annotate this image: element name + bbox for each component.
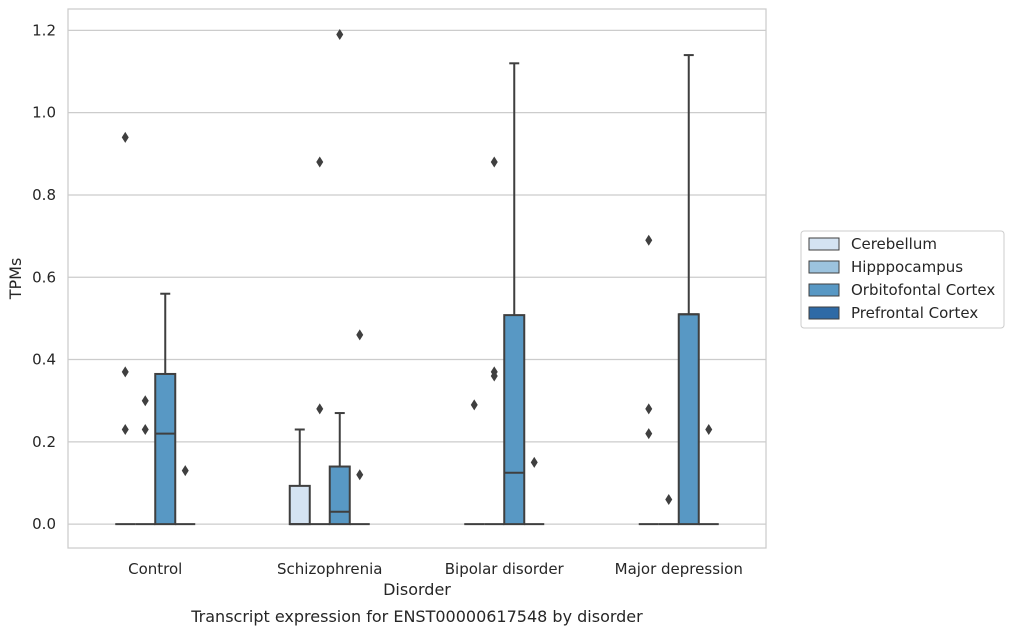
outlier-point	[141, 395, 149, 407]
outlier-point	[356, 329, 364, 341]
box	[154, 372, 177, 526]
outlier-point	[645, 403, 653, 415]
y-tick-label: 1.0	[32, 104, 56, 122]
box-group	[658, 493, 679, 526]
outlier-point	[470, 399, 478, 411]
box	[503, 314, 526, 526]
box-marks	[115, 29, 719, 526]
y-tick-label: 0.4	[32, 351, 56, 369]
box-group	[464, 399, 485, 526]
legend-swatch	[808, 306, 840, 320]
legend-label: Cerebellum	[851, 235, 937, 253]
outlier-point	[490, 370, 498, 382]
box-group	[677, 54, 700, 526]
legend: Cerebellum Hipppocampus Orbitofontal Corte…	[800, 230, 1005, 329]
x-tick-label: Control	[128, 560, 182, 578]
legend-label: Hipppocampus	[851, 258, 963, 276]
legend-swatch	[808, 237, 840, 251]
box-group	[503, 62, 526, 526]
outlier-point	[316, 403, 324, 415]
box	[677, 313, 700, 526]
chart-caption: Transcript expression for ENST0000061754…	[190, 607, 643, 626]
y-tick-label: 0.6	[32, 268, 56, 286]
y-axis-label: TPMs	[6, 258, 25, 301]
outlier-point	[316, 156, 324, 168]
outlier-point	[645, 234, 653, 246]
outlier-point	[121, 131, 129, 143]
box-group	[349, 329, 370, 526]
x-tick-label: Schizophrenia	[277, 560, 382, 578]
legend-frame	[800, 230, 1005, 329]
box-group	[288, 428, 311, 526]
plot-area-frame	[67, 8, 767, 549]
box-group	[328, 29, 351, 526]
box-group	[154, 292, 177, 526]
outlier-point	[141, 424, 149, 436]
box-group	[175, 465, 196, 526]
outlier-point	[705, 424, 713, 436]
box-group	[309, 156, 330, 526]
outlier-point	[665, 493, 673, 505]
outlier-point	[121, 366, 129, 378]
outlier-point	[356, 469, 364, 481]
outlier-point	[121, 424, 129, 436]
legend-swatch	[808, 283, 840, 297]
outlier-point	[181, 465, 189, 477]
legend-swatch	[808, 260, 840, 274]
legend-label: Prefrontal Cortex	[851, 304, 978, 322]
x-tick-labels: Control Schizophrenia Bipolar disorder Majo…	[128, 560, 743, 578]
outlier-point	[490, 156, 498, 168]
box-group	[698, 424, 719, 526]
box-group	[484, 156, 505, 526]
box-group	[638, 234, 659, 526]
grid-lines	[68, 29, 766, 525]
y-tick-label: 1.2	[32, 21, 56, 39]
box-group	[135, 395, 156, 526]
x-tick-label: Major depression	[615, 560, 743, 578]
x-tick-label: Bipolar disorder	[445, 560, 565, 578]
y-tick-labels: 0.0 0.2 0.4 0.6 0.8 1.0 1.2	[32, 21, 56, 533]
outlier-point	[336, 29, 344, 41]
legend-items: Cerebellum Hipppocampus Orbitofontal Corte…	[808, 235, 995, 322]
box	[328, 465, 351, 526]
y-tick-label: 0.8	[32, 186, 56, 204]
outlier-point	[530, 456, 538, 468]
box-group	[115, 131, 136, 526]
box	[288, 484, 311, 526]
box-group	[524, 456, 545, 526]
x-axis-label: Disorder	[383, 580, 451, 599]
outlier-point	[645, 428, 653, 440]
y-tick-label: 0.0	[32, 515, 56, 533]
legend-label: Orbitofontal Cortex	[851, 281, 995, 299]
y-tick-label: 0.2	[32, 433, 56, 451]
